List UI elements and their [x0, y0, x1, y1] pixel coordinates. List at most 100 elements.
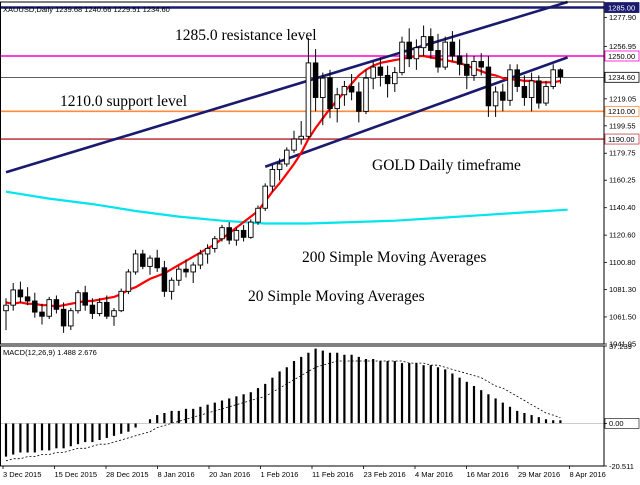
level-label: 1250.00 [608, 52, 635, 61]
candle [126, 269, 131, 294]
candle [443, 37, 448, 70]
candle [335, 88, 340, 123]
candle-body [544, 86, 549, 103]
candle [342, 81, 347, 106]
x-tick-label: 23 Feb 2016 [364, 470, 406, 479]
timeframe-annotation: GOLD Daily timeframe [372, 157, 521, 174]
candle [155, 250, 160, 272]
candle-body [263, 186, 268, 208]
candle [234, 228, 239, 246]
candle-body [306, 63, 311, 136]
y-tick-label: 1061.50 [609, 312, 636, 321]
candle-body [126, 272, 131, 291]
candle-body [25, 297, 30, 301]
candle [119, 289, 124, 313]
candle-body [141, 254, 146, 266]
candle-body [191, 265, 196, 272]
candle [400, 37, 405, 76]
candle [508, 64, 513, 106]
candle-body [385, 75, 390, 83]
candle-body [501, 92, 506, 100]
support-annotation: 1210.0 support level [60, 93, 187, 110]
candle-body [162, 268, 167, 292]
candle [486, 56, 491, 117]
candle [18, 282, 23, 303]
y-tick-label: 1219.05 [609, 94, 636, 103]
x-tick-label: 3 Dec 2015 [3, 470, 41, 479]
candle [220, 225, 225, 242]
candle-body [529, 81, 534, 98]
candle [256, 205, 261, 224]
candle-body [515, 70, 520, 87]
macd-y-tick-label: -20.511 [609, 462, 634, 471]
candle [270, 165, 275, 191]
candle [40, 304, 45, 325]
y-tick-label: 1140.40 [609, 203, 636, 212]
candle-body [133, 254, 138, 272]
candle-body [364, 78, 369, 111]
candle [69, 308, 74, 330]
y-tick-label: 1179.75 [609, 149, 636, 158]
resistance-annotation: 1285.0 resistance level [175, 27, 317, 44]
x-tick-label: 8 Apr 2016 [570, 470, 606, 479]
candle-body [472, 62, 477, 76]
chart-header-info: XAUUSD,Daily 1239.68 1240.66 1229.51 123… [3, 5, 170, 14]
candle-body [61, 309, 66, 326]
candle [357, 82, 362, 122]
y-tick-label: 1081.30 [609, 285, 636, 294]
macd-signal-line [6, 361, 560, 461]
candle-body [537, 81, 542, 103]
candle [61, 302, 66, 332]
candle [47, 297, 52, 319]
y-tick-label: 1199.55 [609, 121, 636, 130]
candle-body [54, 300, 59, 310]
candle-body [277, 164, 282, 170]
candle-body [450, 42, 455, 56]
candle-body [270, 170, 275, 187]
candle-body [508, 70, 513, 100]
level-label: 1190.00 [608, 135, 635, 144]
y-tick-label: 1100.80 [609, 258, 636, 267]
candle-body [357, 92, 362, 111]
candle-body [90, 305, 95, 313]
candle-body [148, 258, 153, 266]
candle [414, 39, 419, 69]
candle [407, 28, 412, 67]
candle [537, 75, 542, 108]
candle [227, 222, 232, 244]
candle [213, 236, 218, 253]
candle-body [18, 290, 23, 297]
candle-body [400, 42, 405, 72]
candle-body [292, 139, 297, 150]
candle-body [69, 311, 74, 326]
candle-body [40, 312, 45, 316]
candle-body [393, 73, 398, 84]
macd-y-tick-label: 0.00 [609, 419, 624, 428]
candle [54, 295, 59, 313]
candle-body [421, 37, 426, 48]
level-label: 1210.00 [608, 107, 635, 116]
candle-body [105, 302, 110, 316]
candle-body [97, 302, 102, 313]
candle-body [249, 222, 254, 237]
candle-body [184, 269, 189, 272]
x-tick-label: 28 Dec 2015 [106, 470, 149, 479]
candle-body [342, 86, 347, 94]
candle [141, 250, 146, 269]
candle [515, 64, 520, 92]
candle-body [558, 70, 563, 77]
candle [133, 250, 138, 275]
candle [292, 131, 297, 153]
candle-body [112, 311, 117, 317]
candle-body [177, 269, 182, 280]
candle-body [169, 280, 174, 291]
y-tick-label: 1160.25 [609, 176, 636, 185]
candle-body [493, 92, 498, 106]
candle [148, 255, 153, 274]
candle-body [213, 239, 218, 249]
candle-body [328, 78, 333, 108]
candle [112, 308, 117, 326]
candle-body [522, 86, 527, 97]
candle-body [429, 37, 434, 51]
